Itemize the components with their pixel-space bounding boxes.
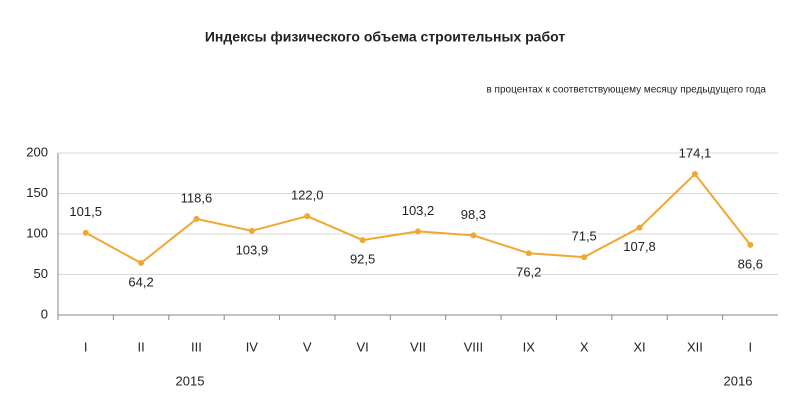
- data-label: 118,6: [181, 190, 213, 205]
- x-tick-label: I: [748, 339, 752, 354]
- x-tick-label: X: [580, 339, 589, 354]
- point: [304, 213, 311, 220]
- data-label: 98,3: [461, 207, 486, 222]
- point: [747, 241, 754, 248]
- point: [691, 170, 698, 177]
- data-label: 64,2: [128, 274, 153, 289]
- point: [525, 250, 532, 257]
- point: [138, 259, 145, 266]
- data-label: 174,1: [679, 145, 712, 160]
- data-label: 122,0: [291, 188, 324, 203]
- x-tick-label: VIII: [464, 339, 484, 354]
- point: [470, 232, 477, 239]
- chart-subtitle: в процентах к соответствующему месяцу пр…: [486, 85, 766, 96]
- data-label: 92,5: [350, 252, 375, 267]
- point: [193, 215, 200, 222]
- chart-title: Индексы физического объема строительных …: [205, 29, 565, 45]
- x-tick-label: IV: [246, 339, 259, 354]
- data-label: 101,5: [69, 204, 102, 219]
- point: [636, 224, 643, 231]
- data-label: 86,6: [738, 256, 763, 271]
- x-tick-label: II: [137, 339, 144, 354]
- x-tick-label: XII: [687, 339, 703, 354]
- year-label: 2016: [724, 373, 753, 388]
- point: [82, 229, 89, 236]
- data-label: 76,2: [516, 265, 541, 280]
- x-tick-label: III: [191, 339, 202, 354]
- point: [581, 254, 588, 261]
- x-tick-label: IX: [523, 339, 536, 354]
- x-tick-label: I: [84, 339, 88, 354]
- data-label: 71,5: [571, 229, 596, 244]
- x-tick-label: VII: [410, 339, 426, 354]
- y-tick-label: 200: [26, 144, 48, 159]
- y-tick-label: 100: [26, 225, 48, 240]
- point: [415, 228, 421, 235]
- point: [248, 227, 255, 234]
- y-tick-label: 0: [41, 306, 48, 321]
- x-tick-label: VI: [356, 339, 368, 354]
- x-tick-label: V: [303, 339, 312, 354]
- data-label: 107,8: [623, 239, 656, 254]
- data-label: 103,2: [402, 203, 435, 218]
- point: [359, 237, 366, 244]
- year-label: 2015: [176, 373, 205, 388]
- data-label: 103,9: [236, 242, 269, 257]
- y-tick-label: 150: [26, 185, 48, 200]
- y-tick-label: 50: [34, 266, 48, 281]
- x-tick-label: XI: [633, 339, 645, 354]
